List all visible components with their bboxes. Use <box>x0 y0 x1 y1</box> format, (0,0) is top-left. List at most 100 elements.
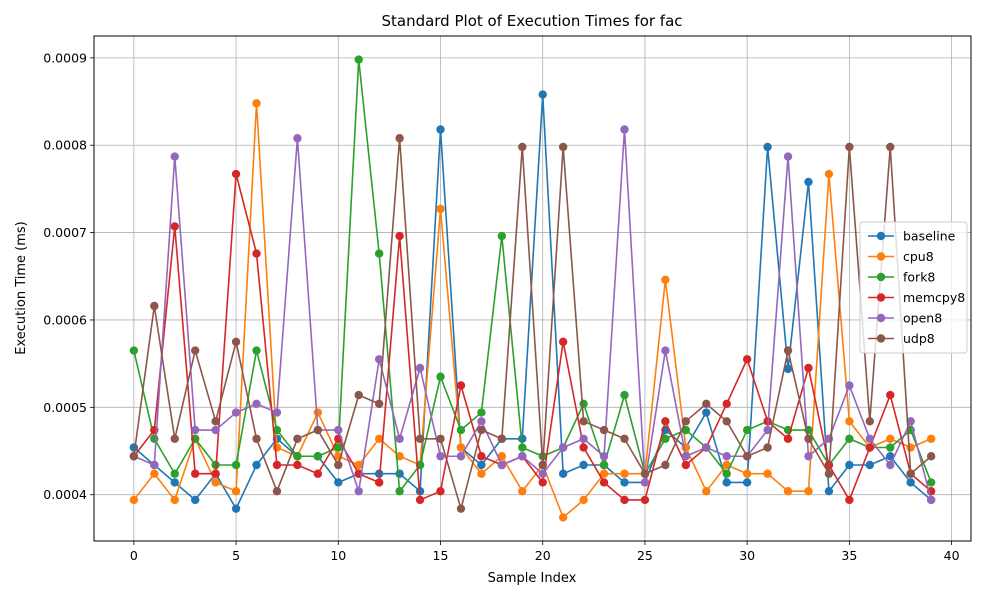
data-point <box>824 469 834 478</box>
data-point <box>231 504 241 513</box>
data-point <box>456 443 466 452</box>
data-point <box>722 452 731 461</box>
data-point <box>538 90 547 99</box>
data-point <box>783 346 793 355</box>
data-point <box>886 443 895 452</box>
data-point <box>804 177 813 187</box>
legend-item-memcpy8: memcpy8 <box>868 290 965 305</box>
legend-marker <box>876 272 886 282</box>
data-point <box>374 478 384 487</box>
data-point <box>579 443 588 452</box>
data-point <box>231 408 241 417</box>
data-point <box>415 495 425 505</box>
data-point <box>538 478 547 487</box>
data-point <box>231 169 241 179</box>
data-point <box>252 434 261 443</box>
data-point <box>722 399 731 409</box>
data-point <box>313 469 323 478</box>
data-point <box>518 452 527 461</box>
data-point <box>313 425 323 435</box>
data-point <box>702 408 711 417</box>
data-point <box>599 478 609 487</box>
data-point <box>170 152 179 161</box>
x-tick-label: 15 <box>433 548 449 563</box>
data-point <box>252 99 261 108</box>
data-point <box>558 142 568 152</box>
data-point <box>211 425 220 435</box>
data-point <box>374 434 384 443</box>
legend-item-open8: open8 <box>868 311 942 326</box>
data-point <box>886 452 895 461</box>
data-point <box>374 355 384 364</box>
data-point <box>518 434 527 443</box>
data-point <box>477 452 486 461</box>
legend-item-udp8: udp8 <box>868 331 935 346</box>
data-point <box>231 486 241 496</box>
data-point <box>293 434 302 443</box>
series-cpu8 <box>129 99 936 522</box>
data-point <box>170 478 179 487</box>
data-point <box>150 469 159 478</box>
data-point <box>558 337 568 346</box>
data-point <box>702 443 711 452</box>
data-point <box>906 469 915 478</box>
data-point <box>722 460 731 470</box>
legend-item-fork8: fork8 <box>868 270 935 285</box>
series-fork8 <box>129 55 936 496</box>
data-point <box>558 469 568 478</box>
data-point <box>272 486 282 496</box>
data-point <box>804 434 813 443</box>
data-point <box>456 381 466 390</box>
data-point <box>436 125 445 134</box>
data-point <box>436 204 445 214</box>
data-point <box>558 513 568 522</box>
legend-item-baseline: baseline <box>868 229 956 244</box>
data-point <box>906 417 915 426</box>
data-point <box>252 346 261 355</box>
data-point <box>436 434 445 443</box>
data-point <box>190 495 200 505</box>
y-axis-ticks: 0.0004 0.0005 0.0006 0.0007 0.0008 0.0009 <box>43 50 94 502</box>
data-point <box>640 469 650 478</box>
data-point <box>395 469 404 478</box>
data-point <box>845 417 854 426</box>
data-point <box>272 425 282 435</box>
data-point <box>906 478 915 487</box>
data-point <box>763 469 772 478</box>
data-point <box>742 355 752 364</box>
data-point <box>702 486 711 496</box>
data-point <box>252 460 261 470</box>
x-tick-label: 20 <box>535 548 551 563</box>
data-point <box>150 460 159 470</box>
data-point <box>661 460 670 470</box>
data-point <box>415 363 425 373</box>
series-line <box>133 137 932 510</box>
data-point <box>824 486 834 496</box>
data-point <box>845 381 854 390</box>
data-point <box>926 495 936 505</box>
data-point <box>150 301 159 311</box>
data-point <box>804 486 813 496</box>
data-point <box>599 452 609 461</box>
y-tick-label: 0.0006 <box>43 312 87 327</box>
data-point <box>661 417 670 426</box>
data-point <box>211 478 220 487</box>
data-point <box>395 134 404 143</box>
data-point <box>477 408 486 417</box>
data-point <box>620 434 629 443</box>
data-point <box>477 469 486 478</box>
data-point <box>742 478 752 487</box>
data-point <box>456 425 466 435</box>
data-point <box>190 425 200 435</box>
data-point <box>558 443 568 452</box>
data-point <box>681 460 691 470</box>
data-point <box>620 478 629 487</box>
data-point <box>845 142 854 152</box>
data-point <box>886 142 895 152</box>
data-point <box>681 425 691 435</box>
data-point <box>477 417 486 426</box>
data-point <box>313 452 323 461</box>
data-point <box>538 469 547 478</box>
data-point <box>661 434 670 443</box>
